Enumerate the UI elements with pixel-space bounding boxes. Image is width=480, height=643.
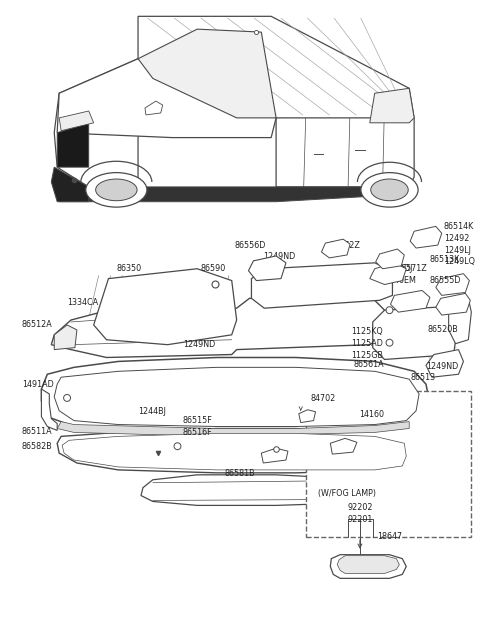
Polygon shape	[376, 249, 404, 269]
Text: 1140EM: 1140EM	[384, 276, 417, 285]
Polygon shape	[51, 167, 89, 202]
Polygon shape	[373, 306, 458, 359]
Text: 86590: 86590	[200, 264, 226, 273]
Text: 1140DJ: 1140DJ	[384, 264, 413, 273]
Text: 86556D: 86556D	[235, 240, 266, 249]
Polygon shape	[145, 101, 163, 115]
Polygon shape	[252, 263, 393, 308]
Polygon shape	[276, 88, 414, 187]
Text: 86572Z: 86572Z	[329, 240, 360, 249]
Text: 92202: 92202	[347, 503, 372, 512]
Text: 1249LQ: 1249LQ	[444, 257, 475, 266]
Text: 86513K: 86513K	[430, 255, 460, 264]
FancyBboxPatch shape	[306, 391, 471, 537]
Polygon shape	[57, 59, 276, 138]
Text: 1249LJ: 1249LJ	[444, 246, 470, 255]
Text: 1491AD: 1491AD	[22, 379, 53, 388]
Text: 1125KQ: 1125KQ	[351, 327, 383, 336]
Polygon shape	[54, 325, 77, 350]
Polygon shape	[54, 59, 138, 187]
Polygon shape	[322, 239, 350, 258]
Text: 86520B: 86520B	[428, 325, 459, 334]
Polygon shape	[337, 556, 399, 574]
Text: 1125AD: 1125AD	[351, 340, 383, 349]
Text: 86350: 86350	[116, 264, 142, 273]
Text: 86555D: 86555D	[430, 276, 461, 285]
Text: 1249ND: 1249ND	[263, 253, 296, 262]
Polygon shape	[94, 269, 237, 345]
Polygon shape	[370, 263, 406, 284]
Polygon shape	[141, 475, 350, 505]
Text: 86515F: 86515F	[182, 416, 212, 425]
Text: 86513: 86513	[410, 373, 435, 382]
Polygon shape	[41, 389, 57, 430]
Text: 86571Z: 86571Z	[396, 264, 427, 273]
Polygon shape	[138, 29, 276, 118]
Ellipse shape	[361, 172, 418, 207]
Ellipse shape	[174, 443, 181, 449]
Polygon shape	[54, 367, 419, 426]
Text: 1334CA: 1334CA	[67, 298, 98, 307]
Text: 86512A: 86512A	[22, 320, 52, 329]
Text: 1249ND: 1249ND	[426, 362, 458, 371]
Polygon shape	[410, 226, 442, 248]
Ellipse shape	[96, 179, 137, 201]
Polygon shape	[59, 111, 94, 131]
Text: 86582B: 86582B	[22, 442, 52, 451]
Text: 1244BJ: 1244BJ	[138, 407, 166, 416]
Polygon shape	[57, 123, 89, 167]
Polygon shape	[138, 16, 409, 118]
Text: 92201: 92201	[347, 514, 372, 523]
Polygon shape	[370, 88, 414, 123]
Polygon shape	[51, 298, 384, 358]
Text: (W/FOG LAMP): (W/FOG LAMP)	[317, 489, 375, 498]
Text: 12492: 12492	[444, 233, 469, 242]
Text: 84702: 84702	[311, 394, 336, 403]
Text: 86511A: 86511A	[22, 427, 52, 436]
Ellipse shape	[63, 394, 71, 401]
Polygon shape	[330, 555, 406, 578]
Ellipse shape	[386, 307, 393, 314]
Text: 86581B: 86581B	[225, 469, 255, 478]
Polygon shape	[390, 291, 430, 312]
Polygon shape	[59, 187, 414, 202]
Polygon shape	[426, 350, 463, 377]
Polygon shape	[299, 410, 315, 422]
Polygon shape	[62, 433, 406, 470]
Polygon shape	[57, 428, 412, 473]
Polygon shape	[249, 256, 286, 280]
Text: 1249ND: 1249ND	[183, 340, 216, 349]
Text: 86514: 86514	[258, 264, 284, 273]
Polygon shape	[449, 298, 471, 344]
Text: 86561A: 86561A	[353, 360, 384, 369]
Polygon shape	[436, 274, 469, 295]
Text: 1125GB: 1125GB	[351, 351, 383, 360]
Text: 14160: 14160	[359, 410, 384, 419]
Text: 18647: 18647	[377, 532, 402, 541]
Polygon shape	[330, 439, 357, 454]
Text: 86514K: 86514K	[444, 222, 474, 231]
Polygon shape	[41, 358, 429, 433]
Ellipse shape	[386, 340, 393, 346]
Polygon shape	[57, 422, 409, 437]
Text: 86516F: 86516F	[182, 428, 212, 437]
Polygon shape	[436, 293, 470, 315]
Ellipse shape	[371, 179, 408, 201]
Ellipse shape	[86, 172, 147, 207]
Polygon shape	[261, 448, 288, 463]
